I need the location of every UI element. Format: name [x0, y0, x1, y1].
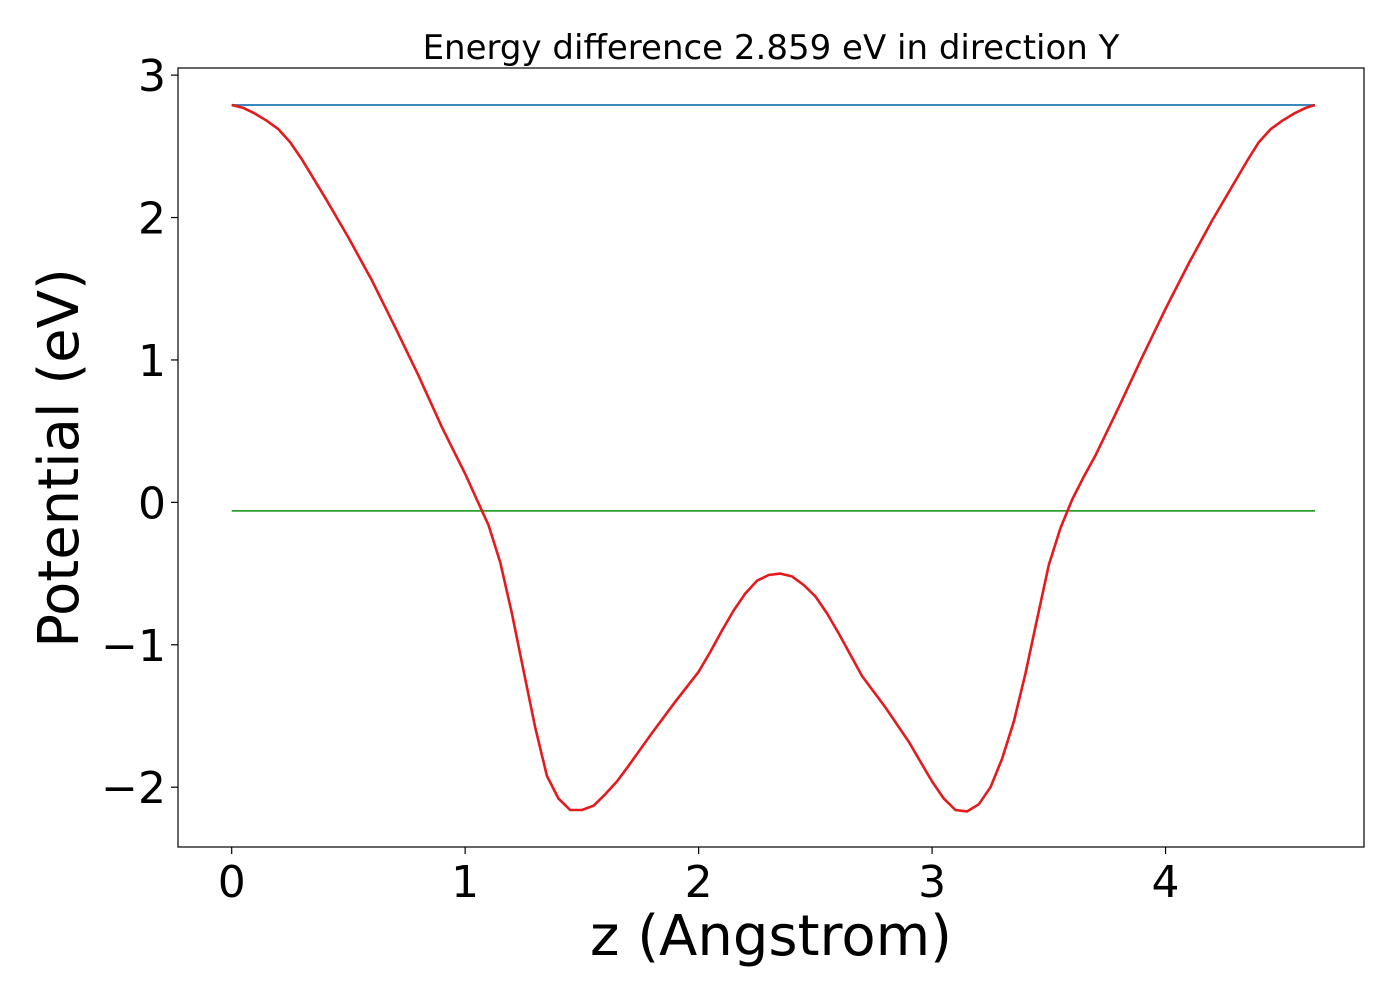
y-tick-label: −2: [101, 763, 166, 814]
x-tick-label: 1: [451, 857, 479, 908]
ticks-layer: 0 1 2 3 4 −2 −1 0 1 2 3: [101, 51, 1179, 908]
y-tick-label: −1: [101, 621, 166, 672]
y-tick-label: 3: [138, 51, 166, 102]
series-layer: [231, 103, 1316, 813]
y-tick-label: 0: [138, 478, 166, 529]
x-tick-label: 4: [1152, 857, 1180, 908]
chart-title: Energy difference 2.859 eV in direction …: [423, 28, 1120, 68]
x-axis-title: z (Angstrom): [590, 904, 952, 969]
y-tick-label: 2: [138, 194, 166, 245]
y-axis-title: Potential (eV): [27, 268, 92, 648]
series-line-3: [231, 103, 1316, 813]
y-tick-label: 1: [138, 336, 166, 387]
x-tick-label: 2: [685, 857, 713, 908]
plot-frame: [177, 67, 1365, 848]
x-tick-label: 3: [918, 857, 946, 908]
x-tick-label: 0: [218, 857, 246, 908]
